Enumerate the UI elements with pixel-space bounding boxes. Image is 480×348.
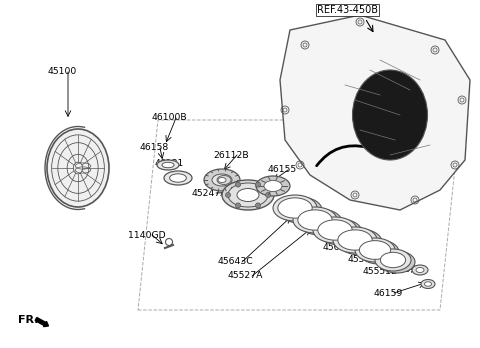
Text: 45100: 45100 [48,68,77,77]
Circle shape [255,182,261,187]
Ellipse shape [375,249,411,271]
Text: 46155: 46155 [268,166,297,174]
Ellipse shape [318,220,352,240]
Ellipse shape [352,70,428,160]
Ellipse shape [162,162,174,168]
Ellipse shape [338,229,382,255]
Ellipse shape [278,198,312,218]
Ellipse shape [318,219,362,245]
Ellipse shape [228,183,268,207]
Ellipse shape [157,160,179,170]
Circle shape [255,203,261,208]
Ellipse shape [360,240,391,259]
Ellipse shape [412,265,428,275]
Text: REF.43-450B: REF.43-450B [317,5,378,15]
Polygon shape [280,15,470,210]
Ellipse shape [379,251,415,273]
Ellipse shape [380,252,406,268]
Ellipse shape [218,177,226,182]
Ellipse shape [333,227,377,253]
Text: 45681: 45681 [323,244,352,253]
Ellipse shape [416,268,424,272]
Ellipse shape [273,195,317,221]
Circle shape [226,192,230,198]
Ellipse shape [264,181,282,191]
Circle shape [265,192,271,198]
Ellipse shape [164,171,192,185]
Ellipse shape [47,129,109,207]
Ellipse shape [278,197,322,223]
Ellipse shape [212,174,232,186]
Ellipse shape [169,174,186,182]
Ellipse shape [298,209,342,235]
Text: 1140GD: 1140GD [128,230,166,239]
Ellipse shape [222,180,274,210]
Ellipse shape [355,238,395,262]
Ellipse shape [424,282,432,286]
Text: 45577A: 45577A [348,255,384,264]
Ellipse shape [298,210,332,230]
Ellipse shape [237,189,259,201]
Text: 46159: 46159 [388,266,417,275]
Ellipse shape [421,279,435,288]
Ellipse shape [313,217,357,243]
FancyArrow shape [35,317,48,327]
Text: 46158: 46158 [140,143,169,152]
Text: 45527A: 45527A [228,271,264,280]
Ellipse shape [338,230,372,250]
Text: 46131: 46131 [155,158,184,167]
Ellipse shape [256,176,290,196]
Text: 26112B: 26112B [213,150,249,159]
Circle shape [236,182,240,187]
Circle shape [236,203,240,208]
Text: 45551B: 45551B [363,268,398,277]
Text: 45643C: 45643C [218,258,254,267]
Text: FR.: FR. [18,315,38,325]
Ellipse shape [217,175,231,184]
Text: 45247A: 45247A [192,189,228,198]
Ellipse shape [293,207,337,233]
Ellipse shape [204,169,240,191]
Text: 46100B: 46100B [152,113,188,122]
Ellipse shape [359,240,399,264]
Text: 45644: 45644 [308,228,337,237]
Text: 46159: 46159 [374,288,403,298]
